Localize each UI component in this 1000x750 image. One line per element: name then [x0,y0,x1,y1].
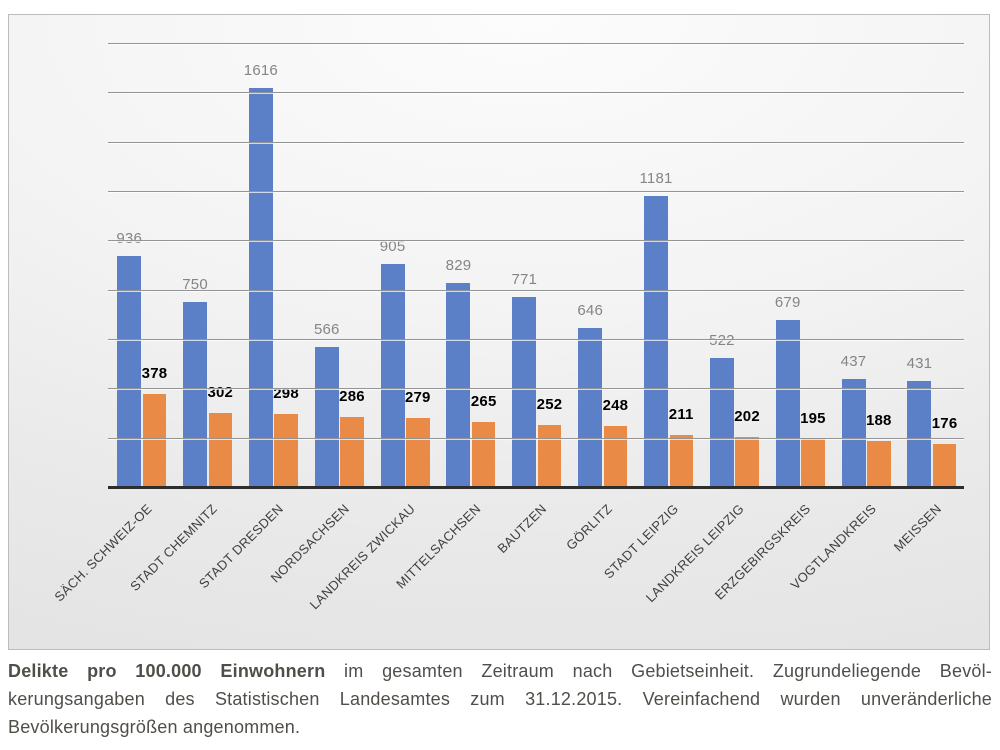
bar-orange-7 [603,425,628,487]
bar-blue-5 [446,282,471,487]
bar-orange-12 [932,443,957,487]
bar-value-label-orange-8: 211 [668,406,694,423]
x-axis-label-6: BAUTZEN [494,501,550,556]
bar-orange-4 [406,418,430,487]
bar-orange-11 [867,440,891,487]
bar-value-label-blue-8: 1181 [639,169,673,187]
bar-value-label-orange-9: 202 [734,408,760,426]
gridline-200 [108,437,964,439]
gridline-800 [108,289,964,291]
bar-blue-12 [907,380,932,487]
gridline-1800 [108,43,964,44]
gridline-1200 [108,191,964,192]
bar-value-label-orange-4: 279 [404,389,431,407]
bar-orange-0 [142,393,167,487]
bar-value-label-orange-12: 176 [931,414,958,432]
bar-blue-4 [380,263,405,487]
bar-value-label-blue-6: 771 [511,270,538,288]
figure-caption: Delikte pro 100.000 Einwohnern im gesamt… [8,657,992,741]
bar-value-label-blue-9: 522 [709,332,735,350]
bar-blue-2 [248,88,273,487]
bar-orange-2 [274,413,298,487]
bar-value-label-blue-3: 566 [313,321,340,339]
x-axis-label-7: GÖRLITZ [563,501,616,553]
bar-blue-11 [841,379,866,487]
bar-blue-3 [314,347,339,487]
bar-value-label-orange-10: 195 [800,409,826,427]
bar-value-label-blue-2: 1616 [243,62,278,80]
caption-bold-text: Delikte pro 100.000 Einwohnern [8,661,326,681]
bar-value-label-blue-11: 437 [840,353,867,371]
bar-blue-9 [709,358,734,487]
bar-value-label-orange-1: 302 [207,383,234,401]
bar-value-label-orange-6: 252 [536,395,563,413]
bar-blue-7 [578,327,603,487]
gridline-400 [108,388,964,390]
bar-orange-6 [537,424,562,487]
bar-blue-6 [512,296,537,487]
bar-blue-1 [183,302,208,487]
bar-value-label-orange-0: 378 [141,364,168,382]
gridline-600 [108,339,964,340]
bar-value-label-blue-1: 750 [182,276,208,293]
bar-value-label-orange-7: 248 [602,396,629,414]
bar-orange-1 [208,412,232,487]
bar-orange-5 [471,421,496,487]
bar-value-label-blue-4: 905 [379,237,406,255]
bar-value-label-orange-5: 265 [470,392,497,410]
caption-line-1: Delikte pro 100.000 Einwohnern im gesamt… [8,657,992,685]
bar-value-label-blue-7: 646 [577,301,603,319]
gridline-1400 [108,141,964,143]
bar-value-label-orange-11: 188 [865,411,892,429]
bar-value-label-orange-3: 286 [339,387,365,405]
caption-line-1-rest: im gesamten Zeitraum nach Gebietseinheit… [325,661,993,681]
caption-line-3: Bevölkerungsgrößen angenommen. [8,717,301,737]
gridline-1000 [108,240,964,242]
bar-value-label-blue-12: 431 [906,354,933,372]
bar-value-label-blue-5: 829 [445,256,472,274]
bar-blue-0 [117,256,142,487]
bar-orange-9 [735,437,759,487]
x-axis-line [108,486,964,489]
plot-area: 936 750 1616 566 905 829 771 646 1181 522 679 437 43… [108,43,964,489]
bar-value-label-blue-0: 936 [116,230,142,248]
bar-blue-10 [775,319,800,487]
chart-figure: 936 750 1616 566 905 829 771 646 1181 522 679 437 43… [8,14,990,650]
bar-value-label-blue-10: 679 [774,293,801,311]
caption-line-2: kerungsangaben des Statistischen Landesa… [8,689,992,709]
gridline-1600 [108,92,964,94]
x-axis-label-12: MEISSEN [891,501,945,555]
bar-orange-3 [340,416,364,487]
bar-orange-8 [669,435,693,487]
bar-orange-10 [801,438,825,487]
